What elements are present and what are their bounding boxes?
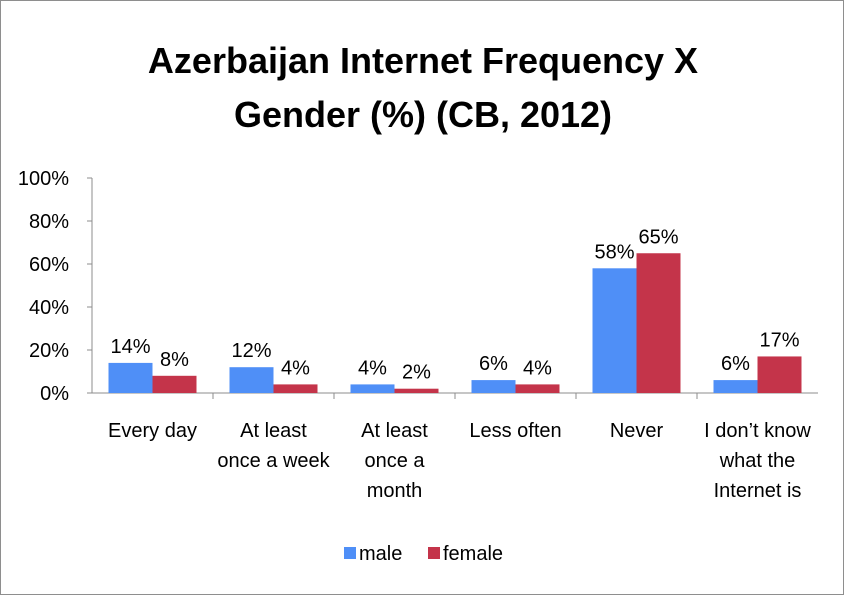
bar-female — [515, 384, 560, 393]
bar-female — [152, 375, 197, 393]
y-tick-label: 80% — [29, 211, 69, 233]
data-label-male: 6% — [479, 353, 508, 375]
y-tick-label: 40% — [29, 297, 69, 319]
chart-title-line-1: Azerbaijan Internet Frequency X — [148, 40, 698, 81]
data-label-male: 4% — [358, 357, 387, 379]
plot-area: 0% 20% 40% 60% 80% 100% 14% 8% Every day 12% 4% At … — [18, 168, 818, 502]
y-tick-label: 60% — [29, 254, 69, 276]
bar-male — [713, 380, 758, 393]
y-tick-label: 20% — [29, 340, 69, 362]
bar-male — [350, 384, 395, 393]
bar-female — [273, 384, 318, 393]
category-label: Less often — [469, 420, 561, 442]
category-label: At least once a week — [217, 420, 330, 472]
bar-female — [636, 253, 681, 393]
data-label-female: 8% — [160, 349, 189, 371]
data-label-male: 14% — [110, 336, 150, 358]
legend-label-female: female — [443, 543, 503, 565]
data-label-female: 17% — [759, 329, 799, 351]
bar-male — [108, 362, 153, 393]
legend-swatch-male — [344, 547, 356, 559]
data-label-female: 4% — [523, 357, 552, 379]
bar-female — [394, 388, 439, 393]
bar-male — [592, 268, 637, 393]
legend-swatch-female — [428, 547, 440, 559]
legend: male female — [344, 543, 503, 565]
data-label-female: 65% — [638, 226, 678, 248]
chart-title-line-2: Gender (%) (CB, 2012) — [234, 94, 612, 135]
y-tick-label: 0% — [40, 383, 69, 405]
data-label-female: 4% — [281, 357, 310, 379]
legend-label-male: male — [359, 543, 402, 565]
data-label-male: 58% — [594, 241, 634, 263]
data-label-male: 6% — [721, 353, 750, 375]
bar-female — [757, 356, 802, 393]
bar-male — [229, 367, 274, 393]
bar-male — [471, 380, 516, 393]
data-label-male: 12% — [231, 340, 271, 362]
category-label: Never — [610, 420, 664, 442]
category-label: Every day — [108, 420, 197, 442]
category-label: At least once a month — [361, 420, 428, 502]
y-tick-label: 100% — [18, 168, 69, 190]
category-label: I don’t know what the Internet is — [704, 420, 811, 502]
data-label-female: 2% — [402, 362, 431, 384]
